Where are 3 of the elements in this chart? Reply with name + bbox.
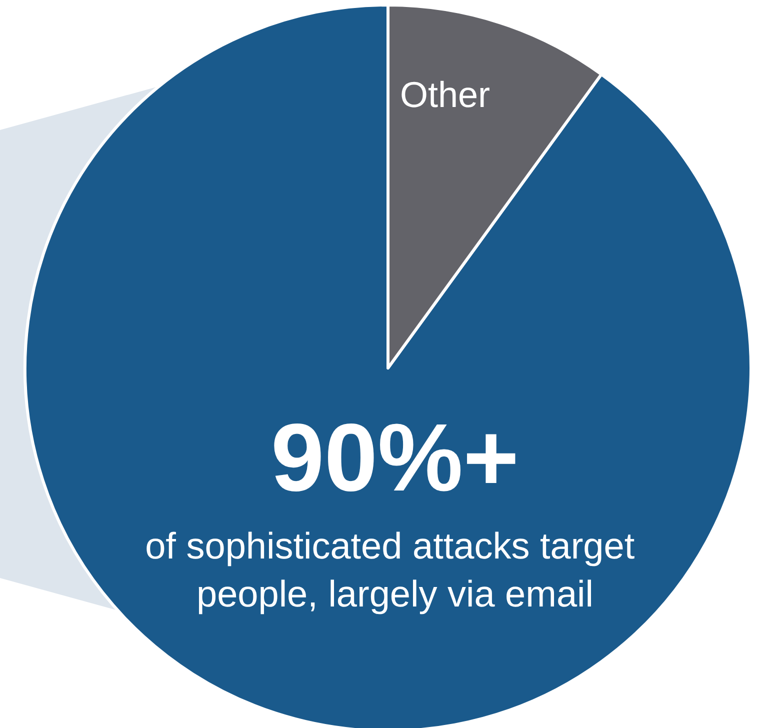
slice-label: Other	[400, 74, 490, 116]
data-label: 90%+	[270, 404, 520, 512]
text: of sophisticated attacks target people, largely via email	[145, 526, 645, 614]
